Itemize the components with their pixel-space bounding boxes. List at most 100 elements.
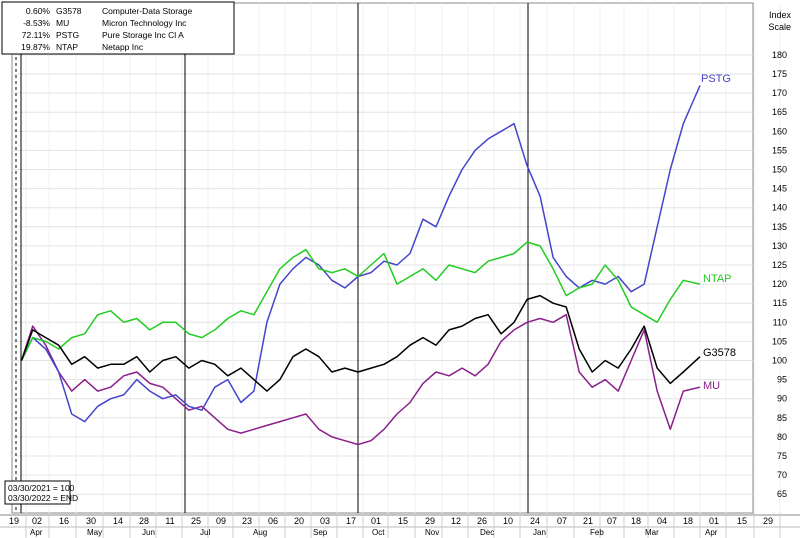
legend: 0.60% G3578 Computer-Data Storage -8.53% MU M… — [1, 1, 235, 55]
y-tick-label: 175 — [772, 69, 787, 79]
series-label-g3578: G3578 — [703, 347, 736, 359]
x-tick-label: 28 — [139, 516, 149, 526]
x-month-label: Oct — [372, 528, 385, 537]
series-label-mu: MU — [703, 380, 720, 392]
x-tick-label: 07 — [607, 516, 617, 526]
x-tick-label: 07 — [557, 516, 567, 526]
x-tick-label: 19 — [9, 516, 19, 526]
legend-ticker: MU — [56, 18, 69, 28]
x-tick-label: 18 — [631, 516, 641, 526]
series-line-ntap — [20, 241, 701, 361]
legend-change: 72.11% — [22, 30, 51, 40]
series-line-mu — [20, 313, 701, 446]
x-month-label: Feb — [590, 528, 604, 537]
x-tick-label: 10 — [503, 516, 513, 526]
y-axis-label: Scale — [768, 22, 791, 32]
y-tick-label: 95 — [777, 375, 787, 385]
x-tick-label: 02 — [32, 516, 42, 526]
note-box — [4, 480, 71, 505]
y-axis-label: Index — [769, 10, 792, 20]
x-tick-label: 23 — [242, 516, 252, 526]
series-label-ntap: NTAP — [703, 273, 732, 285]
x-month-label: Aug — [253, 528, 267, 537]
x-tick-label: 25 — [191, 516, 201, 526]
y-tick-label: 170 — [772, 88, 787, 98]
x-month-label: Jun — [142, 528, 155, 537]
series-line-g3578 — [20, 294, 701, 392]
y-tick-label: 75 — [777, 451, 787, 461]
y-tick-label: 80 — [777, 432, 787, 442]
note-line: 03/30/2022 = END — [8, 493, 78, 503]
legend-name: Netapp Inc — [102, 42, 144, 52]
y-tick-label: 155 — [772, 145, 787, 155]
legend-box — [1, 1, 235, 55]
period-markers — [15, 3, 529, 513]
y-axis: 65 70 75 80 85 90 95 100 105 110 115 120 125 130 135 14… — [768, 10, 791, 499]
y-tick-label: 110 — [773, 317, 787, 327]
x-tick-label: 01 — [709, 516, 719, 526]
y-tick-label: 100 — [772, 356, 787, 366]
x-tick-label: 30 — [86, 516, 96, 526]
legend-ticker: G3578 — [56, 6, 82, 16]
y-tick-label: 160 — [772, 126, 787, 136]
x-tick-label: 01 — [371, 516, 381, 526]
series-labels: G3578 MU PSTG NTAP — [701, 73, 736, 392]
note-line: 03/30/2021 = 100 — [8, 483, 75, 493]
legend-name: Computer-Data Storage — [102, 6, 193, 16]
y-tick-label: 150 — [772, 165, 787, 175]
x-month-label: Jul — [200, 528, 210, 537]
x-tick-label: 11 — [165, 516, 174, 526]
x-tick-label: 12 — [451, 516, 461, 526]
x-tick-label: 17 — [346, 516, 356, 526]
x-tick-label: 26 — [477, 516, 487, 526]
y-tick-label: 70 — [777, 470, 787, 480]
y-tick-label: 125 — [772, 260, 787, 270]
y-tick-label: 115 — [773, 298, 787, 308]
y-tick-label: 105 — [772, 336, 787, 346]
y-tick-label: 165 — [772, 107, 787, 117]
x-month-label: Nov — [425, 528, 439, 537]
legend-ticker: NTAP — [56, 42, 78, 52]
x-tick-label: 24 — [530, 516, 540, 526]
x-tick-label: 03 — [320, 516, 330, 526]
y-tick-label: 85 — [777, 413, 787, 423]
y-tick-label: 120 — [772, 279, 787, 289]
y-tick-label: 140 — [772, 203, 787, 213]
legend-name: Pure Storage Inc Cl A — [102, 30, 184, 40]
legend-change: -8.53% — [23, 18, 50, 28]
x-month-label: Sep — [313, 528, 328, 537]
x-axis: 19 02 16 30 14 28 11 25 09 23 06 20 03 17 01 15 29 12 26 10… — [0, 513, 800, 538]
y-tick-label: 145 — [772, 184, 787, 194]
series-layer — [20, 85, 701, 446]
x-tick-label: 18 — [683, 516, 693, 526]
y-tick-label: 90 — [777, 394, 787, 404]
y-tick-label: 135 — [772, 222, 787, 232]
legend-change: 0.60% — [26, 6, 51, 16]
x-tick-label: 06 — [268, 516, 278, 526]
legend-ticker: PSTG — [56, 30, 79, 40]
x-tick-label: 04 — [657, 516, 667, 526]
x-tick-label: 29 — [425, 516, 435, 526]
x-month-label: Mar — [645, 528, 659, 537]
y-tick-label: 130 — [772, 241, 787, 251]
x-month-label: May — [87, 528, 102, 537]
plot-frame — [11, 2, 754, 514]
y-tick-label: 65 — [777, 489, 787, 499]
x-tick-label: 20 — [294, 516, 304, 526]
legend-change: 19.87% — [21, 42, 50, 52]
legend-name: Micron Technology Inc — [102, 18, 187, 28]
x-tick-label: 21 — [583, 516, 593, 526]
x-month-label: Apr — [30, 528, 43, 537]
x-month-label: Jan — [533, 528, 546, 537]
x-tick-label: 14 — [113, 516, 123, 526]
y-tick-label: 180 — [772, 50, 787, 60]
grid-lines — [11, 2, 781, 514]
x-tick-label: 09 — [216, 516, 226, 526]
x-month-label: Dec — [480, 528, 494, 537]
x-tick-label: 15 — [398, 516, 408, 526]
series-label-pstg: PSTG — [701, 73, 731, 85]
x-tick-label: 15 — [737, 516, 747, 526]
